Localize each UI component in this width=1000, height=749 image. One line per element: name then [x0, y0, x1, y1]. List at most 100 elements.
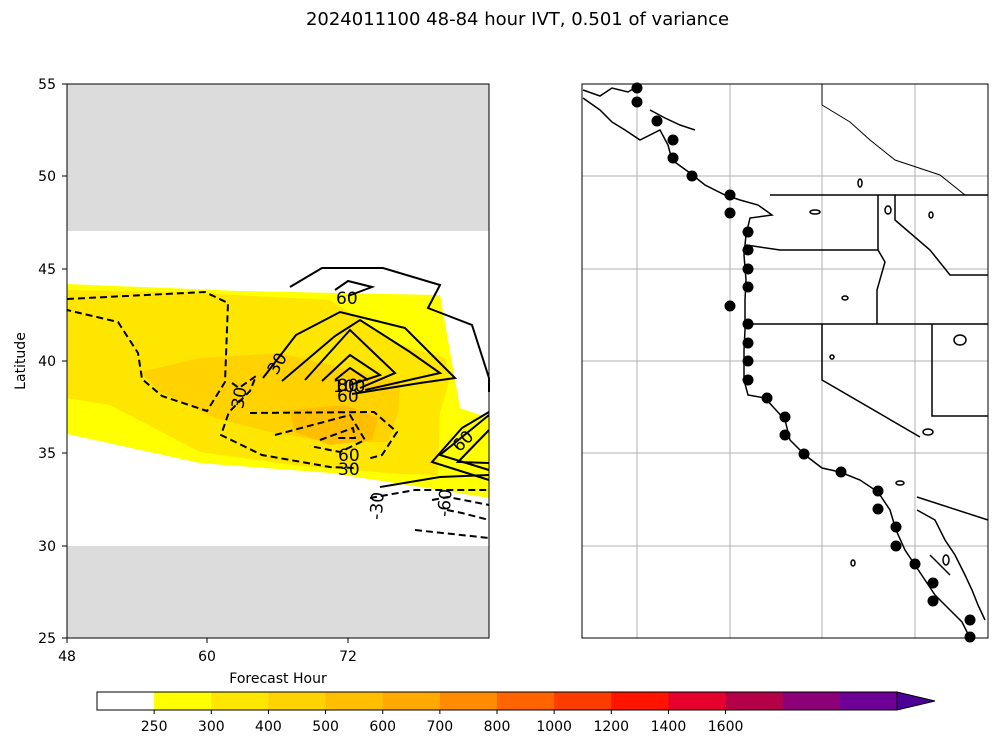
contour-label: 80 — [337, 376, 359, 396]
us-mexico-border — [916, 496, 989, 521]
figure-title: 2024011100 48-84 hour IVT, 0.501 of vari… — [305, 9, 730, 30]
coastal-point — [631, 82, 643, 94]
colorbar-cell — [382, 692, 441, 710]
wa-or-border — [745, 244, 878, 251]
colorbar-tick-label: 1200 — [593, 719, 629, 735]
colorbar-ticks: 250 300 400 500 600 700 800 1000 1200 1400 1600 — [141, 710, 743, 735]
contour-label: 60 — [337, 387, 359, 407]
coastline — [582, 85, 986, 639]
colorbar-cell — [611, 692, 669, 710]
coastal-point — [909, 558, 921, 570]
colorbar-tick-label: 1400 — [651, 719, 687, 735]
contour-positive-east1 — [437, 414, 490, 471]
coastal-point — [742, 318, 754, 330]
colorbar-cell — [497, 692, 555, 710]
contour-positive-60-inner — [334, 279, 376, 297]
contour-negative-small — [319, 426, 357, 441]
contour-label: 30 — [228, 386, 251, 411]
contour-positive-inner — [334, 366, 369, 381]
y-tick-label: 45 — [38, 262, 56, 278]
colorbar-cell — [268, 692, 327, 710]
x-axis-label: Forecast Hour — [229, 671, 327, 687]
contour-label: 60 — [336, 289, 358, 309]
colorbar-cell — [839, 692, 898, 710]
coastal-point — [964, 614, 976, 626]
ivt-fill — [67, 284, 489, 498]
coastal-point — [724, 189, 736, 201]
y-tick-label: 50 — [38, 169, 56, 185]
colorbar-tick-label: 800 — [484, 719, 511, 735]
coastal-points — [631, 82, 976, 643]
coastal-point — [742, 263, 754, 275]
ivt-plot: 60 30 30 100 80 60 30 60 -30 -60 60 48 6… — [13, 77, 490, 687]
contour-positive-60 — [289, 267, 490, 481]
colorbar-cell — [211, 692, 269, 710]
colorbar-cell — [97, 692, 155, 710]
contour-negative-30 — [66, 290, 230, 413]
coastal-point — [742, 226, 754, 238]
contour-negative-60 — [249, 410, 399, 460]
ivt-fill-500 — [290, 405, 378, 445]
y-axis — [62, 83, 67, 639]
coastal-point — [651, 115, 663, 127]
map-frame — [581, 83, 989, 639]
ca-nv-border — [821, 324, 921, 438]
contour-positive-south — [379, 474, 490, 488]
masked-band-north — [67, 84, 489, 231]
colorbar-cell — [325, 692, 384, 710]
x-axis — [66, 638, 349, 643]
colorbar-cells — [96, 691, 898, 711]
x-tick-label: 48 — [58, 649, 76, 665]
nv-az-border — [931, 324, 988, 417]
contour-positive-east2 — [455, 429, 490, 464]
coastal-point — [667, 134, 679, 146]
colorbar-cell — [554, 692, 612, 710]
contour-negative-60b — [274, 413, 367, 454]
coastal-point — [890, 540, 902, 552]
contours-positive — [262, 267, 490, 488]
colorbar-cell — [154, 692, 212, 710]
y-tick-label: 25 — [38, 631, 56, 647]
contour-negative-south2 — [431, 495, 490, 506]
colorbar-tick-label: 600 — [369, 719, 396, 735]
contour-label: 60 — [338, 446, 360, 466]
coastal-point — [964, 631, 976, 643]
contour-positive-30 — [262, 310, 458, 395]
map-gridlines — [582, 84, 988, 638]
x-tick-label: 60 — [198, 649, 216, 665]
coastal-point — [779, 429, 791, 441]
location-map — [581, 82, 989, 643]
coastal-point — [667, 152, 679, 164]
contour-label: 100 — [333, 377, 365, 397]
coastal-point — [798, 448, 810, 460]
x-tick-label: 72 — [339, 649, 357, 665]
contour-negative-south3 — [446, 509, 490, 521]
contours-negative — [66, 290, 490, 539]
coastal-point — [724, 300, 736, 312]
coastal-point — [927, 595, 939, 607]
coastal-point — [742, 355, 754, 367]
coastal-point — [890, 521, 902, 533]
coastal-point — [779, 411, 791, 423]
or-id-border — [876, 249, 886, 324]
colorbar-cell — [439, 692, 498, 710]
coastal-point — [742, 244, 754, 256]
coastal-point — [872, 503, 884, 515]
contour-negative-south1 — [369, 489, 489, 499]
coastal-point — [835, 466, 847, 478]
contour-positive-80 — [304, 328, 397, 389]
y-tick-label: 55 — [38, 77, 56, 93]
canada-provinces — [821, 84, 966, 196]
contour-label: 30 — [338, 460, 360, 480]
y-axis-label: Latitude — [13, 332, 29, 390]
coastal-point — [927, 577, 939, 589]
id-mt-border — [894, 195, 988, 276]
coastal-point — [761, 392, 773, 404]
coastal-point — [631, 96, 643, 108]
y-tick-label: 40 — [38, 354, 56, 370]
coastal-point — [742, 374, 754, 386]
colorbar-tick-label: 300 — [198, 719, 225, 735]
colorbar-tick-label: 700 — [426, 719, 453, 735]
coastal-point — [686, 170, 698, 182]
